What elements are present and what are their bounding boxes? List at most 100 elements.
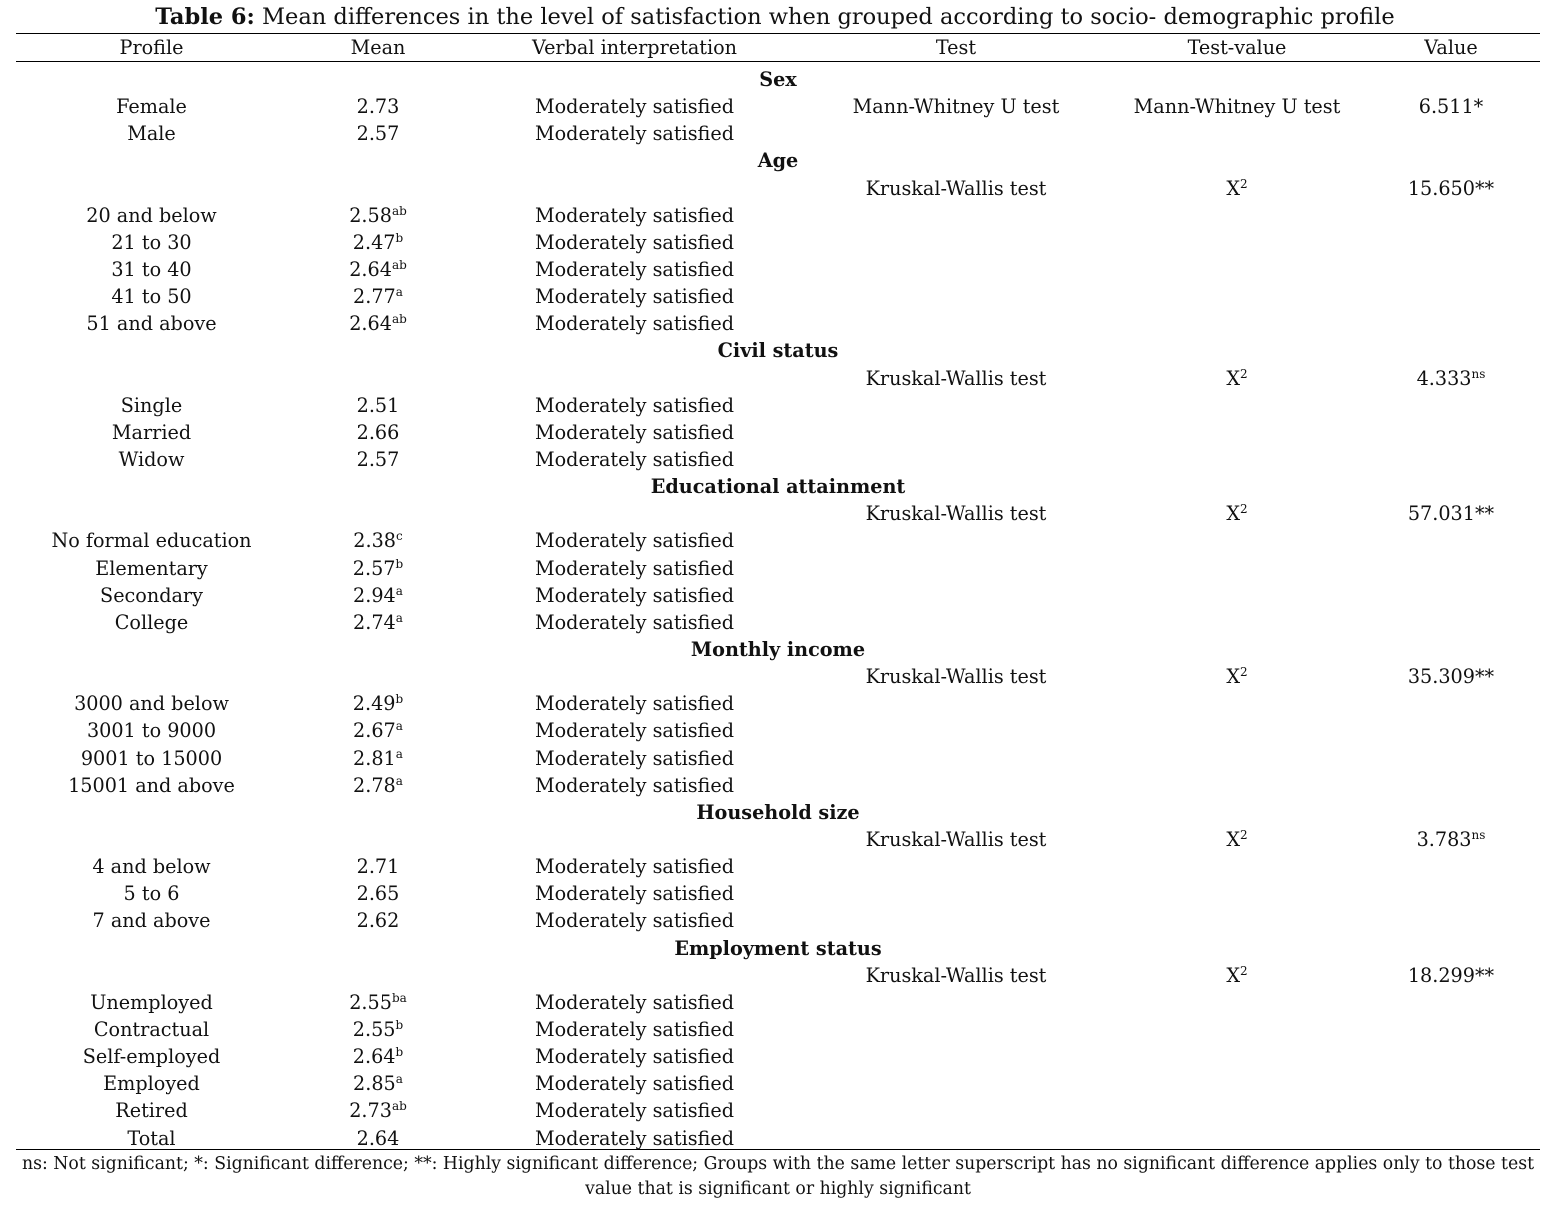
mean-cell-superscript: b [395,1017,404,1032]
test-row: Kruskal-Wallis test X2 3.783ns [16,826,1540,853]
test-row: Kruskal-Wallis test X2 35.309** [16,663,1540,690]
verbal-cell-text: Moderately satisfied [534,420,734,444]
profile-cell: Retired [16,1097,287,1124]
verbal-cell [469,826,800,853]
verbal-cell [469,365,800,392]
profile-cell: Secondary [16,582,287,609]
verbal-cell-text: Moderately satisfied [534,285,734,309]
test-value-cell-superscript: 2 [1240,963,1248,978]
profile-cell: College [16,609,287,636]
mean-cell-superscript: b [395,556,404,571]
profile-cell: Female [16,93,287,120]
test-value-cell [1112,772,1362,799]
profile-cell-text: Secondary [100,583,203,607]
profile-cell-text: Elementary [95,556,208,580]
mean-cell-text: 2.55 [349,990,392,1014]
mean-cell: 2.57 [287,446,469,473]
value-cell-text: 57.031** [1407,502,1495,526]
profile-cell: Unemployed [16,989,287,1016]
profile-cell-text: 51 and above [86,312,217,336]
verbal-cell-text: Moderately satisfied [534,230,734,254]
profile-cell-text: 3001 to 9000 [86,719,217,743]
mean-cell: 2.55ba [287,989,469,1016]
value-cell [1362,609,1540,636]
profile-cell-text: Male [127,122,176,146]
value-cell [1362,1043,1540,1070]
profile-cell: No formal education [16,527,287,554]
profile-cell-text: Single [120,393,183,417]
test-cell [800,446,1112,473]
test-cell: Kruskal-Wallis test [800,826,1112,853]
section-header-row: Employment status [16,935,1540,962]
mean-cell: 2.77a [287,283,469,310]
verbal-cell-text: Moderately satisfied [534,1126,734,1150]
mean-cell: 2.64 [287,1124,469,1151]
profile-cell-text: 15001 and above [68,773,235,797]
verbal-cell-text: Moderately satisfied [534,393,734,417]
mean-cell: 2.64ab [287,310,469,337]
verbal-cell: Moderately satisfied [469,256,800,283]
mean-cell [287,175,469,202]
mean-cell: 2.65 [287,880,469,907]
profile-cell [16,826,287,853]
verbal-cell-text: Moderately satisfied [534,719,734,743]
test-value-cell: X2 [1112,826,1362,853]
profile-cell: 5 to 6 [16,880,287,907]
test-cell [800,1016,1112,1043]
profile-cell: Widow [16,446,287,473]
col-header-value: Value [1424,36,1478,59]
mean-cell-text: 2.55 [352,1017,396,1041]
verbal-cell: Moderately satisfied [469,772,800,799]
value-cell-text: 3.783 [1416,828,1472,851]
value-cell: 15.650** [1362,175,1540,202]
col-header-verbal: Verbal interpretation [531,36,738,59]
profile-cell: 4 and below [16,853,287,880]
verbal-cell [469,175,800,202]
profile-cell: Employed [16,1070,287,1097]
mean-cell: 2.73ab [287,1097,469,1124]
value-cell [1362,310,1540,337]
test-value-cell: X2 [1112,500,1362,527]
col-header-test: Test [935,36,977,59]
value-cell [1362,907,1540,934]
profile-cell [16,175,287,202]
mean-cell: 2.78a [287,772,469,799]
value-cell [1362,853,1540,880]
mean-cell-superscript: a [395,719,403,734]
mean-cell-superscript: a [395,610,403,625]
test-value-cell-text: X [1226,502,1241,526]
verbal-cell: Moderately satisfied [469,609,800,636]
mean-cell-text: 2.57 [352,556,396,580]
test-value-cell-superscript: 2 [1240,366,1248,381]
value-cell: 18.299** [1362,962,1540,989]
verbal-cell-text: Moderately satisfied [534,583,734,607]
value-cell [1362,1070,1540,1097]
verbal-cell: Moderately satisfied [469,1097,800,1124]
mean-cell: 2.81a [287,745,469,772]
value-cell-text: 35.309** [1407,665,1495,689]
section-title: Employment status [674,936,882,960]
value-cell [1362,989,1540,1016]
value-cell [1362,1124,1540,1151]
test-value-cell [1112,419,1362,446]
mean-cell [287,663,469,690]
mean-cell-text: 2.65 [356,882,400,906]
test-value-cell [1112,392,1362,419]
value-cell [1362,527,1540,554]
test-cell-text: Mann-Whitney U test [852,95,1060,119]
table-row: 3001 to 9000 2.67a Moderately satisfied [16,717,1540,744]
test-cell-text: Kruskal-Wallis test [865,828,1047,851]
verbal-cell: Moderately satisfied [469,93,800,120]
mean-cell-superscript: ba [391,990,407,1005]
profile-cell-text: 21 to 30 [111,230,192,254]
table-row: Elementary 2.57b Moderately satisfied [16,555,1540,582]
table-row: 31 to 40 2.64ab Moderately satisfied [16,256,1540,283]
table-row: Self-employed 2.64b Moderately satisfied [16,1043,1540,1070]
value-cell: 6.511* [1362,93,1540,120]
mean-cell: 2.57b [287,555,469,582]
test-cell [800,419,1112,446]
value-cell-text: 15.650** [1407,176,1495,200]
verbal-cell-text: Moderately satisfied [534,1072,734,1096]
satisfaction-table: Profile Mean Verbal interpretation Test … [16,34,1540,1152]
verbal-cell-text: Moderately satisfied [534,448,734,472]
